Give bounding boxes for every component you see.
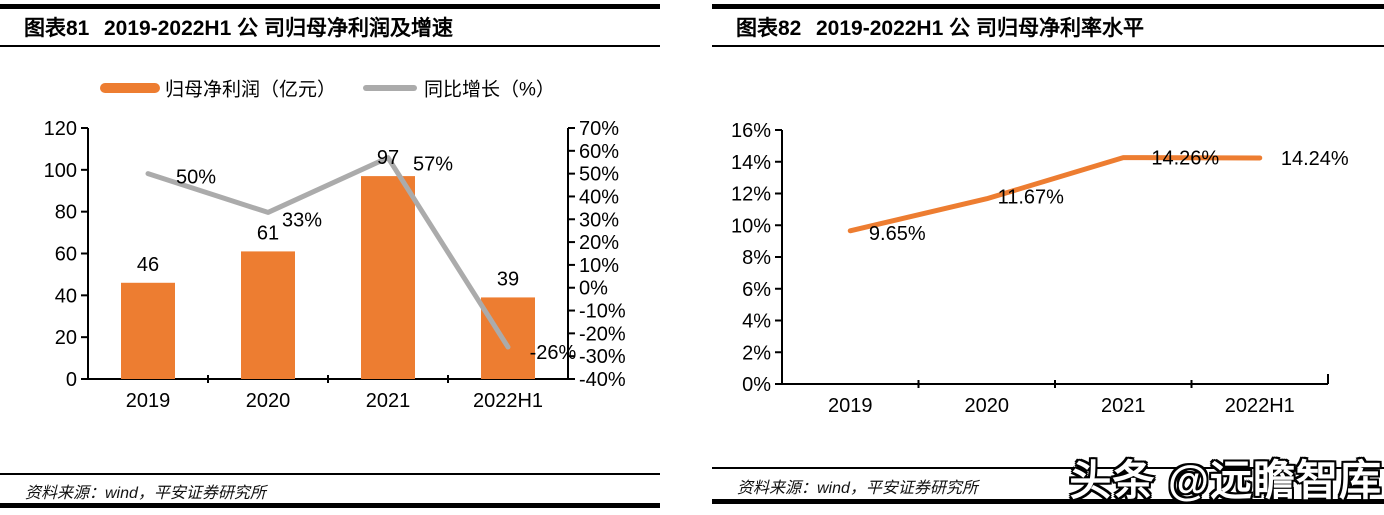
svg-text:70%: 70% — [579, 118, 619, 140]
title-underline — [712, 45, 1384, 47]
source-topline — [712, 467, 1384, 469]
svg-text:0: 0 — [66, 369, 77, 391]
svg-text:0%: 0% — [579, 278, 608, 300]
svg-text:14%: 14% — [731, 152, 771, 174]
svg-text:60%: 60% — [579, 141, 619, 163]
panel-net-profit: 图表81 2019-2022H1 公 司归母净利润及增速 归母净利润（亿元） 同比… — [0, 0, 660, 515]
bottom-rule — [712, 499, 1384, 504]
net-margin-line-chart: 0% 2% 4% 6% 8% 10% 12% 14% 16% 2019 2020 2021 2022H1… — [731, 120, 1349, 417]
svg-text:2020: 2020 — [965, 395, 1010, 417]
svg-text:2019: 2019 — [126, 390, 171, 412]
figure-title-row: 图表81 2019-2022H1 公 司归母净利润及增速 — [0, 12, 660, 42]
svg-text:120: 120 — [44, 118, 77, 140]
svg-text:2022H1: 2022H1 — [1225, 395, 1295, 417]
svg-text:10%: 10% — [731, 215, 771, 237]
svg-text:2021: 2021 — [366, 390, 411, 412]
figure-number: 图表82 — [736, 17, 802, 40]
source-note: 资料来源：wind，平安证券研究所 — [737, 480, 978, 497]
bottom-rule — [0, 503, 660, 508]
svg-text:-40%: -40% — [579, 369, 626, 391]
svg-text:6%: 6% — [742, 279, 771, 301]
svg-text:100: 100 — [44, 160, 77, 182]
svg-text:57%: 57% — [413, 154, 453, 176]
svg-text:11.67%: 11.67% — [998, 187, 1065, 209]
figure-title: 2019-2022H1 公 司归母净利率水平 — [816, 17, 1144, 40]
svg-text:9.65%: 9.65% — [869, 223, 926, 245]
figure-title-row: 图表82 2019-2022H1 公 司归母净利率水平 — [712, 12, 1384, 42]
figure-number: 图表81 — [24, 17, 90, 40]
source-note: 资料来源：wind，平安证券研究所 — [25, 485, 266, 502]
svg-text:30%: 30% — [579, 209, 619, 231]
svg-text:33%: 33% — [282, 209, 322, 231]
svg-text:50%: 50% — [579, 164, 619, 186]
svg-text:2020: 2020 — [246, 390, 291, 412]
svg-text:97: 97 — [377, 147, 399, 169]
svg-text:2%: 2% — [742, 342, 771, 364]
svg-text:2022H1: 2022H1 — [473, 390, 543, 412]
svg-text:14.24%: 14.24% — [1281, 148, 1349, 170]
toutiao-watermark: 头条 @远瞻智库 — [1069, 457, 1382, 504]
svg-text:-26%: -26% — [530, 342, 577, 364]
svg-text:14.26%: 14.26% — [1151, 148, 1219, 170]
svg-text:40%: 40% — [579, 186, 619, 208]
svg-text:80: 80 — [55, 202, 77, 224]
svg-text:50%: 50% — [176, 167, 216, 189]
svg-text:2019: 2019 — [828, 395, 873, 417]
svg-text:同比增长（%）: 同比增长（%） — [424, 79, 555, 101]
net-profit-combo-chart: 归母净利润（亿元） 同比增长（%）020406080100120-40%-30%-… — [44, 79, 626, 412]
figure-title: 2019-2022H1 公 司归母净利润及增速 — [104, 17, 453, 40]
top-rule — [0, 4, 660, 9]
svg-text:40: 40 — [55, 285, 77, 307]
svg-text:0%: 0% — [742, 374, 771, 396]
svg-text:-20%: -20% — [579, 323, 626, 345]
svg-text:61: 61 — [257, 222, 279, 244]
svg-text:60: 60 — [55, 244, 77, 266]
svg-text:16%: 16% — [731, 120, 771, 142]
top-rule — [712, 4, 1384, 9]
svg-text:39: 39 — [497, 268, 519, 290]
panel-net-margin: 图表82 2019-2022H1 公 司归母净利率水平 0% 2% 4% 6% 8% 10… — [712, 0, 1384, 515]
svg-text:20: 20 — [55, 327, 77, 349]
svg-text:12%: 12% — [731, 184, 771, 206]
svg-text:-30%: -30% — [579, 346, 626, 368]
svg-text:10%: 10% — [579, 255, 619, 277]
svg-text:46: 46 — [137, 254, 159, 276]
svg-text:归母净利润（亿元）: 归母净利润（亿元） — [165, 79, 336, 101]
svg-text:4%: 4% — [742, 311, 771, 333]
svg-text:8%: 8% — [742, 247, 771, 269]
source-topline — [0, 473, 660, 475]
svg-text:2021: 2021 — [1101, 395, 1146, 417]
svg-text:20%: 20% — [579, 232, 619, 254]
svg-text:-10%: -10% — [579, 301, 626, 323]
title-underline — [0, 45, 660, 47]
